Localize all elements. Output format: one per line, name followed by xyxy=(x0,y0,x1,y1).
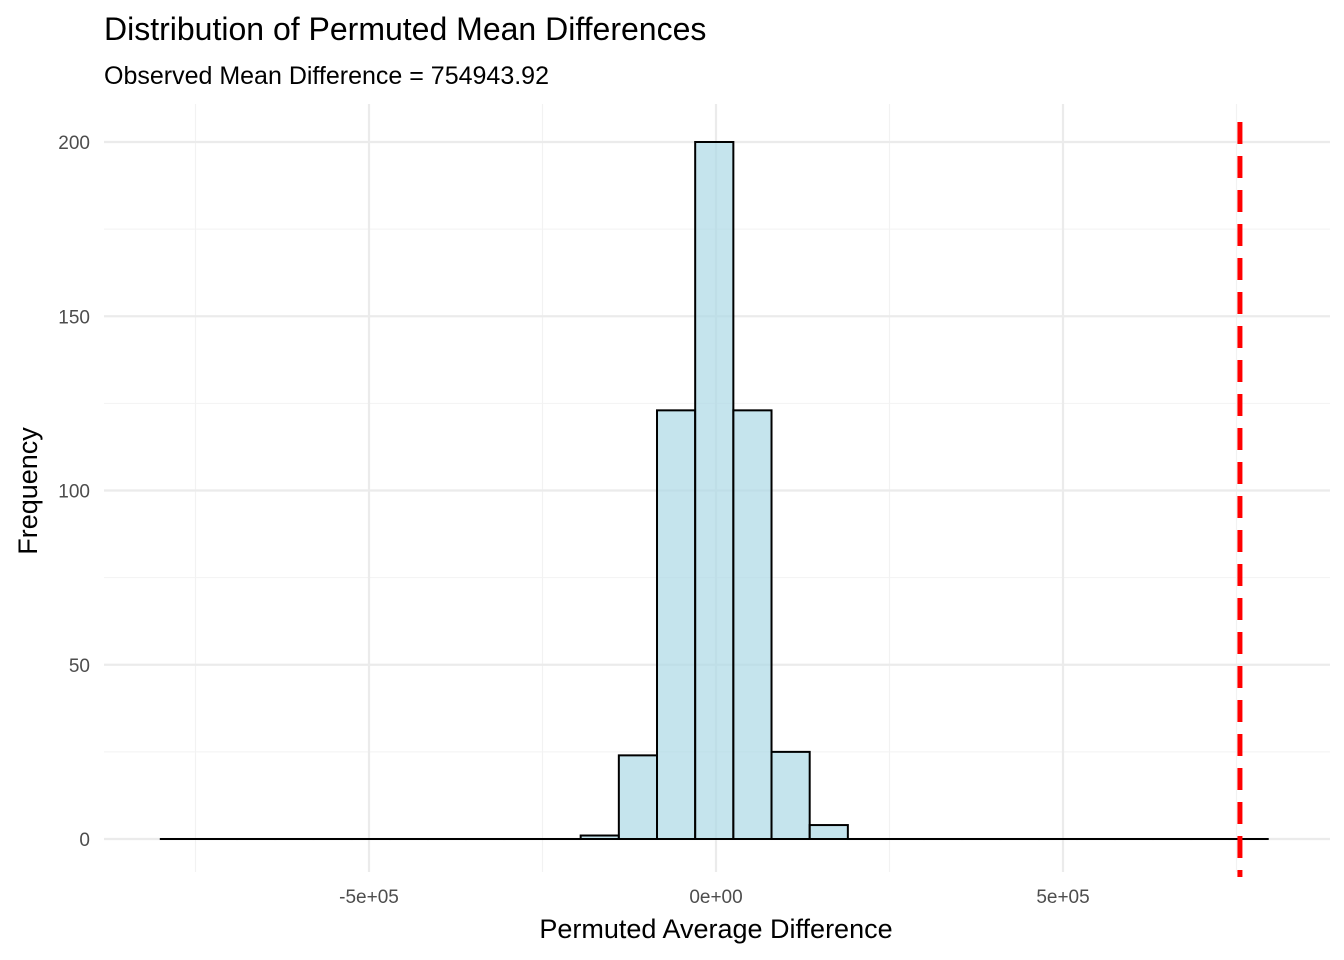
x-tick-label: 0e+00 xyxy=(689,887,742,908)
x-tick-label: 5e+05 xyxy=(1036,887,1089,908)
histogram-bar xyxy=(732,409,773,840)
x-axis-title: Permuted Average Difference xyxy=(539,914,892,944)
chart-subtitle: Observed Mean Difference = 754943.92 xyxy=(104,62,549,90)
x-tick-label: -5e+05 xyxy=(339,887,399,908)
histogram-bar xyxy=(617,754,659,840)
y-axis-ticks: 0 50 100 150 200 xyxy=(58,133,90,851)
chart-title: Distribution of Permuted Mean Difference… xyxy=(104,11,706,47)
y-tick-label: 0 xyxy=(79,830,90,851)
x-axis-ticks: -5e+05 0e+00 5e+05 xyxy=(339,887,1090,908)
histogram-bar xyxy=(579,834,620,841)
y-tick-label: 100 xyxy=(58,482,90,503)
y-axis-title: Frequency xyxy=(13,427,43,555)
histogram-bar xyxy=(694,141,735,840)
y-tick-label: 150 xyxy=(58,307,90,328)
histogram-bar xyxy=(770,750,811,840)
y-tick-label: 200 xyxy=(58,133,90,154)
y-tick-label: 50 xyxy=(69,656,90,677)
histogram-bar xyxy=(808,824,849,840)
histogram-bar xyxy=(656,409,697,840)
histogram-bars xyxy=(159,141,1269,841)
